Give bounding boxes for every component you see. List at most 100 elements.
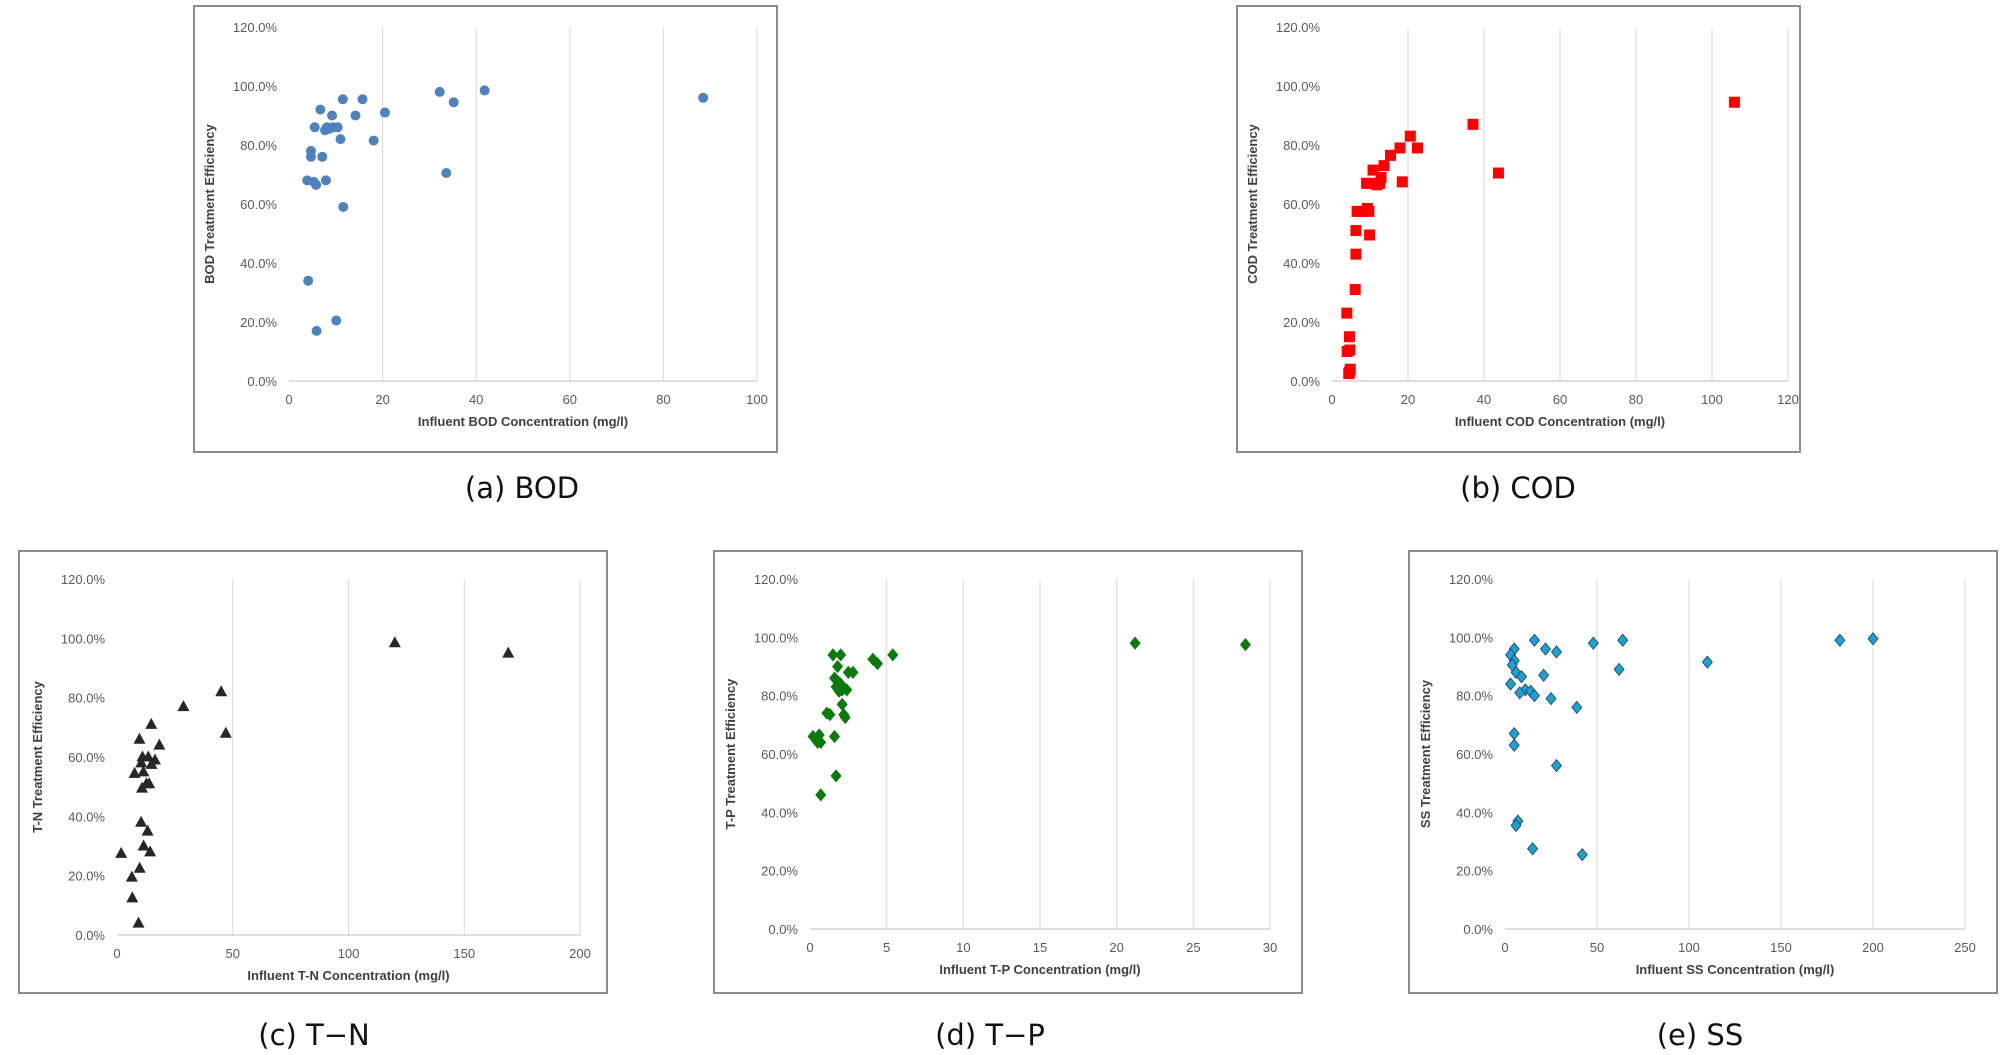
t-n-data-point	[219, 726, 232, 738]
ss-x-tick-label: 150	[1770, 940, 1792, 955]
t-n-data-point	[135, 815, 148, 827]
bod-y-tick-label: 80.0%	[240, 138, 277, 153]
ss-x-tick-label: 200	[1862, 940, 1884, 955]
t-p-x-tick-label: 15	[1033, 940, 1047, 955]
t-n-x-axis-title: Influent T-N Concentration (mg/l)	[247, 968, 449, 983]
bod-data-point	[335, 134, 346, 145]
chart-bod: 0.0% 20.0% 40.0% 60.0% 80.0% 100.0% 120.0% 0 20 4…	[193, 5, 778, 453]
bod-data-point	[311, 179, 322, 190]
cod-x-tick-label: 100	[1701, 392, 1723, 407]
cod-data-point	[1404, 130, 1416, 142]
ss-y-tick-label: 100.0%	[1449, 630, 1494, 645]
cod-data-point	[1349, 284, 1361, 296]
cod-x-tick-label: 120	[1777, 392, 1799, 407]
t-p-data-point	[815, 735, 827, 749]
cod-data-point	[1375, 171, 1387, 183]
cod-x-tick-label: 60	[1553, 392, 1567, 407]
t-n-y-tick-label: 100.0%	[61, 631, 106, 646]
t-p-data-point	[835, 648, 847, 662]
t-p-y-tick-label: 120.0%	[754, 572, 799, 587]
t-p-x-tick-label: 5	[883, 940, 890, 955]
cod-data-point	[1363, 205, 1375, 217]
t-p-data-point	[1239, 638, 1251, 652]
t-p-data-point	[836, 697, 848, 712]
bod-data-point	[327, 110, 338, 121]
t-n-x-tick-label: 150	[453, 946, 475, 961]
cod-data-point	[1728, 96, 1740, 108]
t-n-data-point	[133, 861, 146, 873]
t-p-data-point	[830, 769, 842, 783]
t-n-y-tick-label: 120.0%	[61, 572, 106, 587]
caption-bod: (a) BOD	[464, 471, 580, 505]
ss-x-tick-label: 100	[1678, 940, 1700, 955]
t-p-x-axis-title: Influent T-P Concentration (mg/l)	[939, 962, 1140, 977]
t-p-data-point	[839, 710, 851, 725]
cod-data-point	[1350, 225, 1362, 237]
cod-y-axis-title: COD Treatment Efficiency	[1245, 123, 1260, 283]
t-n-data-point	[145, 717, 158, 729]
chart-tn-svg: 0.0% 20.0% 40.0% 60.0% 80.0% 100.0% 120.0% 0 50 1…	[30, 572, 591, 983]
t-p-y-axis-title: T-P Treatment Efficiency	[723, 678, 738, 830]
bod-x-tick-label: 40	[469, 392, 483, 407]
t-n-y-tick-label: 40.0%	[68, 809, 105, 824]
ss-data-point	[1587, 636, 1599, 650]
bod-x-tick-label: 20	[375, 392, 389, 407]
t-p-x-tick-label: 20	[1109, 940, 1123, 955]
bod-data-point	[332, 122, 343, 133]
t-n-data-point	[144, 845, 157, 857]
ss-y-tick-label: 0.0%	[1463, 922, 1493, 937]
bod-x-tick-label: 80	[656, 392, 670, 407]
cod-data-point	[1412, 142, 1423, 154]
bod-x-tick-label: 0	[285, 392, 292, 407]
cod-data-point	[1396, 176, 1408, 188]
ss-data-point	[1504, 677, 1517, 691]
ss-data-point	[1576, 848, 1588, 862]
t-n-data-point	[115, 846, 128, 858]
bod-data-point	[337, 94, 348, 105]
t-n-data-point	[128, 766, 141, 778]
bod-y-tick-label: 0.0%	[247, 374, 277, 389]
cod-data-point	[1343, 368, 1355, 380]
bod-data-point	[368, 135, 379, 146]
t-n-x-tick-label: 0	[113, 946, 120, 961]
ss-x-axis-title: Influent SS Concentration (mg/l)	[1636, 962, 1835, 977]
t-n-data-point	[137, 765, 150, 777]
cod-data-point	[1378, 160, 1390, 172]
ss-y-axis-title: SS Treatment Efficiency	[1418, 679, 1433, 828]
t-n-data-point	[141, 824, 154, 836]
bod-data-point	[448, 97, 459, 108]
bod-data-point	[698, 92, 709, 103]
ss-x-tick-label: 50	[1590, 940, 1604, 955]
cod-x-axis-title: Influent COD Concentration (mg/l)	[1455, 414, 1665, 429]
t-n-data-point	[502, 646, 515, 658]
chart-ss-svg: 0.0% 20.0% 40.0% 60.0% 80.0% 100.0% 120.0% 0 50 1…	[1418, 572, 1976, 977]
bod-data-point	[315, 104, 326, 115]
t-p-data-point	[824, 708, 836, 722]
ss-data-point	[1617, 633, 1629, 647]
bod-y-tick-label: 20.0%	[240, 315, 277, 330]
t-n-y-tick-label: 80.0%	[68, 691, 105, 706]
cod-y-tick-label: 60.0%	[1283, 197, 1320, 212]
cod-data-point	[1364, 229, 1376, 241]
t-n-data-point	[126, 891, 139, 903]
bod-y-tick-label: 40.0%	[240, 256, 277, 271]
t-p-data-point	[832, 659, 844, 674]
ss-data-point	[1613, 662, 1625, 677]
bod-data-point	[320, 175, 331, 186]
cod-data-point	[1351, 205, 1363, 217]
cod-y-tick-label: 0.0%	[1290, 374, 1320, 389]
cod-x-tick-label: 0	[1328, 392, 1335, 407]
bod-data-point	[479, 85, 490, 96]
t-p-data-point	[833, 684, 845, 698]
ss-x-tick-label: 0	[1501, 940, 1508, 955]
bod-data-point	[350, 110, 361, 121]
t-n-data-point	[135, 756, 148, 768]
t-p-y-tick-label: 100.0%	[754, 630, 799, 645]
t-n-y-tick-label: 20.0%	[68, 869, 105, 884]
cod-data-point	[1374, 177, 1386, 189]
t-p-y-tick-label: 80.0%	[761, 689, 798, 704]
t-n-x-tick-label: 100	[338, 946, 360, 961]
ss-data-point	[1528, 633, 1540, 647]
ss-data-point	[1538, 668, 1550, 682]
t-n-data-point	[132, 916, 145, 928]
